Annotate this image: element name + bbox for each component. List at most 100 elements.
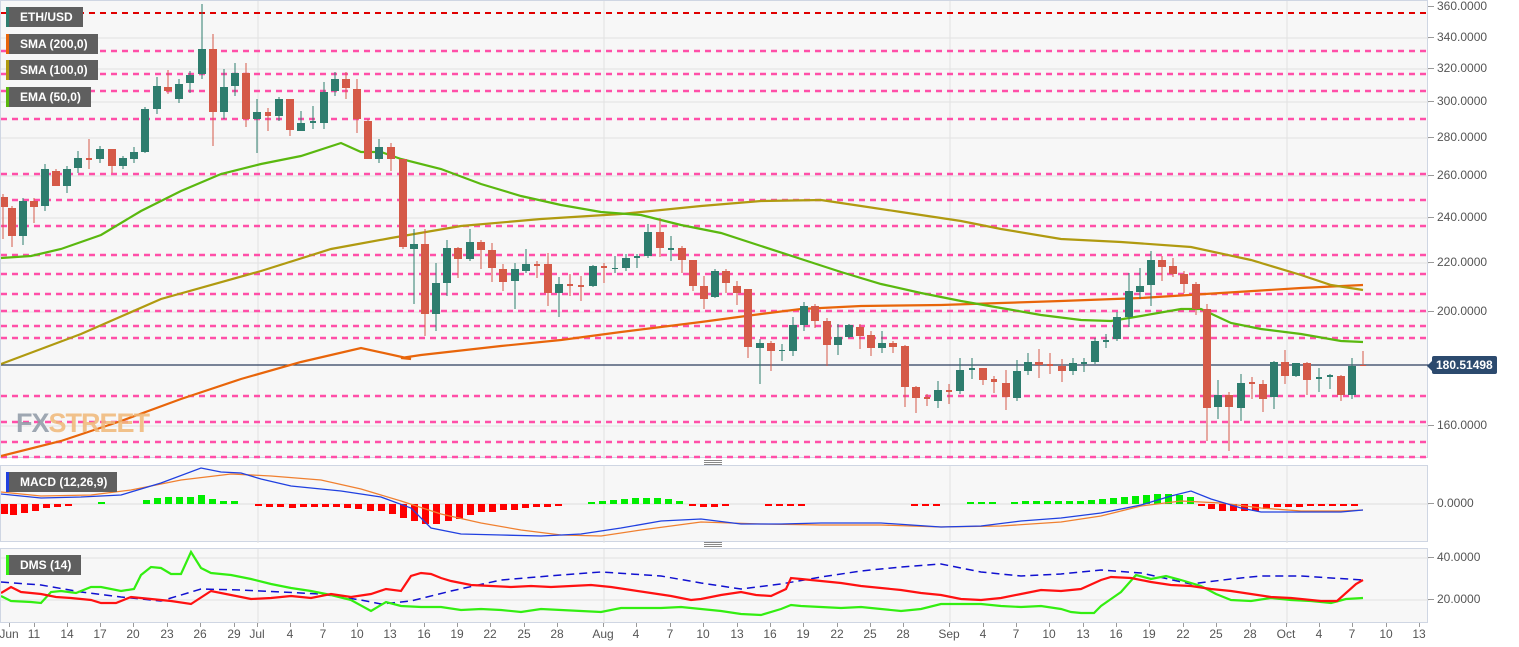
watermark-street: STREET [48, 408, 151, 438]
dms-axis-label: 40.0000 [1437, 550, 1481, 564]
x-axis-tick [870, 623, 871, 627]
x-axis-tick [133, 623, 134, 627]
axis-tick [1428, 137, 1434, 138]
x-axis-label: Aug [592, 627, 614, 641]
x-axis-tick [357, 623, 358, 627]
x-axis-tick [837, 623, 838, 627]
x-axis-label: 28 [550, 627, 564, 641]
x-axis-tick [1049, 623, 1050, 627]
price-axis-label: 160.0000 [1437, 418, 1488, 432]
price-axis-label: 200.0000 [1437, 304, 1488, 318]
x-axis-tick [1286, 623, 1287, 627]
legend-symbol[interactable]: ETH/USD [6, 7, 83, 27]
x-axis-tick [390, 623, 391, 627]
x-axis-tick [557, 623, 558, 627]
x-axis-label: 13 [1412, 627, 1426, 641]
x-axis-label: 26 [193, 627, 207, 641]
x-axis-tick [1386, 623, 1387, 627]
axis-tick [1428, 217, 1434, 218]
x-axis-tick [1116, 623, 1117, 627]
x-axis-label: 19 [796, 627, 810, 641]
dms-canvas [1, 549, 1429, 624]
x-axis-tick [290, 623, 291, 627]
dms-pane[interactable]: DMS (14) [0, 548, 1429, 624]
x-axis-label: Sep [938, 627, 960, 641]
x-axis-tick [490, 623, 491, 627]
legend-macd[interactable]: MACD (12,26,9) [6, 472, 118, 492]
x-axis-label: 16 [1109, 627, 1123, 641]
x-axis-label: 4 [286, 627, 294, 641]
price-chart-pane[interactable]: FXSTREET ETH/USD SMA (200,0) SMA (100,0)… [0, 0, 1429, 459]
x-axis-tick [1016, 623, 1017, 627]
pane-resize-handle[interactable] [704, 460, 722, 465]
x-axis-tick [167, 623, 168, 627]
axis-tick [1428, 557, 1434, 558]
x-axis-tick [424, 623, 425, 627]
x-axis-tick [1149, 623, 1150, 627]
x-axis-tick [1419, 623, 1420, 627]
axis-tick [1428, 311, 1434, 312]
axis-tick [1428, 599, 1434, 600]
legend-dms[interactable]: DMS (14) [6, 555, 82, 575]
price-chart-canvas [1, 1, 1429, 459]
legend-sma200[interactable]: SMA (200,0) [6, 34, 98, 54]
macd-pane[interactable]: MACD (12,26,9) [0, 465, 1429, 543]
x-axis-label: 7 [319, 627, 327, 641]
x-axis-label: 25 [863, 627, 877, 641]
axis-tick [1428, 425, 1434, 426]
dms-axis-label: 20.0000 [1437, 592, 1481, 606]
axis-tick [1428, 175, 1434, 176]
macd-canvas [1, 466, 1429, 543]
axis-tick [1428, 503, 1434, 504]
x-axis-tick [636, 623, 637, 627]
x-axis-tick [323, 623, 324, 627]
x-axis-label: 28 [896, 627, 910, 641]
x-axis-tick [949, 623, 950, 627]
x-axis-tick [1216, 623, 1217, 627]
x-axis-label: Oct [1276, 627, 1296, 641]
x-axis-label: 22 [1176, 627, 1190, 641]
price-axis-label: 300.0000 [1437, 94, 1488, 108]
x-axis-tick [1319, 623, 1320, 627]
macd-axis-label: 0.0000 [1437, 496, 1474, 510]
x-axis-tick [257, 623, 258, 627]
x-axis-tick [770, 623, 771, 627]
x-axis-tick [1083, 623, 1084, 627]
price-axis-label: 320.0000 [1437, 61, 1488, 75]
axis-tick [1428, 262, 1434, 263]
axis-tick [1428, 37, 1434, 38]
x-axis-label: 19 [450, 627, 464, 641]
x-axis-label: Jul [249, 627, 265, 641]
legend-sma100[interactable]: SMA (100,0) [6, 60, 98, 80]
x-axis-tick [983, 623, 984, 627]
x-axis-label: 22 [830, 627, 844, 641]
x-axis-label: 19 [1142, 627, 1156, 641]
x-axis-label: 7 [666, 627, 674, 641]
x-axis-tick [9, 623, 10, 627]
x-axis-label: 10 [1379, 627, 1393, 641]
x-axis-tick [803, 623, 804, 627]
x-axis-label: 10 [696, 627, 710, 641]
x-axis-label: 7 [1348, 627, 1356, 641]
legend-ema50[interactable]: EMA (50,0) [6, 87, 91, 107]
x-axis-label: 13 [383, 627, 397, 641]
x-axis-label: 25 [517, 627, 531, 641]
x-axis-tick [737, 623, 738, 627]
price-axis-label: 280.0000 [1437, 130, 1488, 144]
price-axis-label: 340.0000 [1437, 30, 1488, 44]
x-axis-label: 10 [350, 627, 364, 641]
pane-resize-handle[interactable] [704, 542, 722, 547]
x-axis-tick [34, 623, 35, 627]
x-axis-tick [200, 623, 201, 627]
x-axis-label: 16 [763, 627, 777, 641]
axis-tick [1428, 68, 1434, 69]
x-axis-label: 16 [417, 627, 431, 641]
x-axis-label: 13 [1076, 627, 1090, 641]
x-axis-label: 17 [93, 627, 107, 641]
x-axis-label: 4 [1315, 627, 1323, 641]
x-axis-label: 10 [1042, 627, 1056, 641]
x-axis-tick [603, 623, 604, 627]
price-axis-label: 220.0000 [1437, 255, 1488, 269]
x-axis-label: 14 [60, 627, 74, 641]
x-axis-label: 4 [979, 627, 987, 641]
